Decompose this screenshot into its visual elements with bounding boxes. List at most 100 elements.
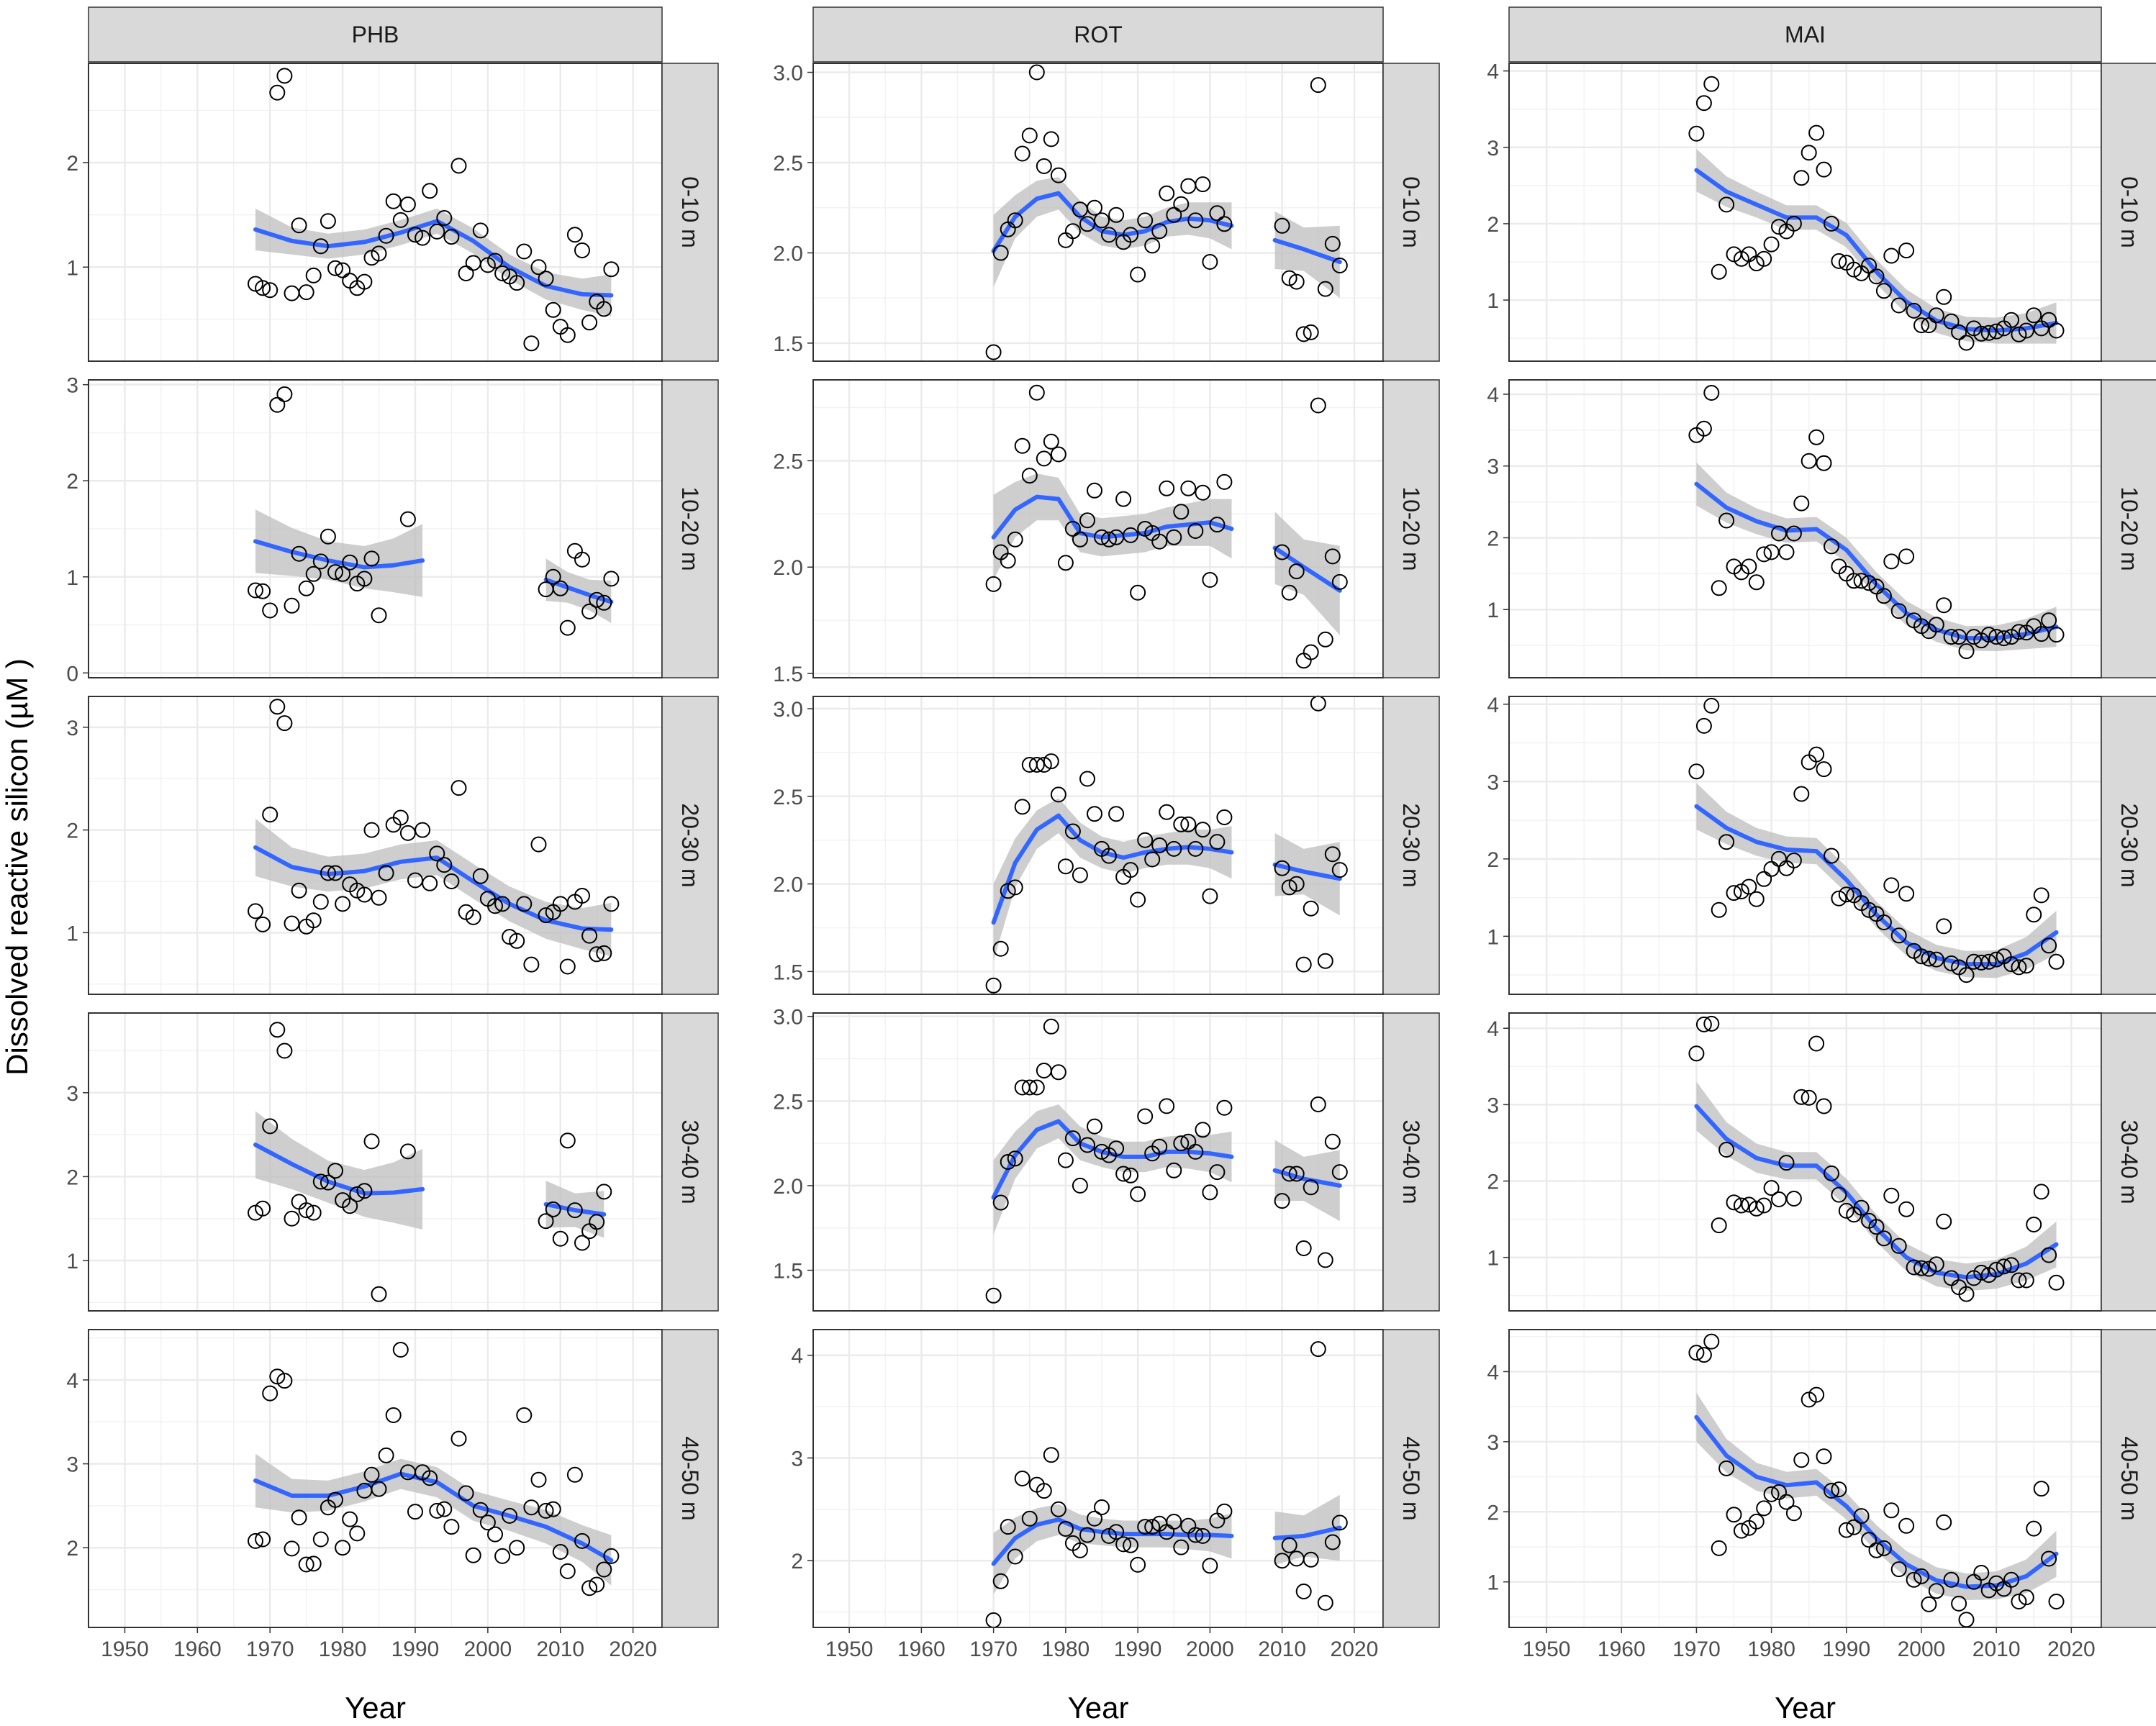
data-point [298,580,314,596]
data-point [1936,289,1952,305]
x-tick-label: 2010 [1258,1638,1306,1661]
data-point [1079,512,1095,529]
data-point [603,1548,620,1564]
data-point [1166,529,1182,545]
data-point [1853,1199,1870,1216]
panel-background [89,696,662,994]
data-point [443,229,460,245]
data-point [1209,517,1226,533]
confidence-ribbon [1274,1494,1340,1565]
data-point [1064,223,1081,240]
y-tick-label: 3 [1487,1094,1499,1117]
data-point [1144,1519,1161,1535]
data-point [342,1511,358,1527]
data-point [407,227,423,243]
data-point [1711,263,1727,280]
panel-background [813,63,1383,361]
data-point [1951,324,1967,340]
data-point [494,265,511,281]
data-point [589,1214,605,1230]
data-point [2033,887,2049,904]
data-point [1216,1503,1233,1520]
data-point [559,958,576,975]
data-point [1209,205,1226,222]
data-point [2048,627,2065,643]
data-point [1331,862,1348,878]
data-point [1310,397,1326,414]
data-point [1064,823,1081,840]
data-point [1936,1213,1952,1230]
smooth-trend-line [1272,237,1342,264]
data-point [429,845,445,862]
data-point [1816,1448,1832,1465]
data-point [1748,574,1765,591]
data-point [502,1507,518,1524]
y-tick-label: 1 [66,256,78,280]
data-point [1875,283,1892,299]
data-point [589,591,605,608]
data-point [1921,1596,1937,1612]
data-point [1824,215,1839,232]
y-tick-label: 3 [1487,771,1499,794]
data-point [1741,558,1757,575]
x-tick-label: 1980 [1747,1638,1795,1661]
x-tick-label: 1950 [1523,1638,1571,1661]
data-point [1007,1150,1023,1167]
y-tick-label: 2 [1487,1501,1499,1525]
data-point [1808,124,1825,141]
data-point [545,1501,561,1517]
row-strip [2101,1329,2156,1628]
data-point [1021,468,1038,484]
data-point [1173,196,1190,212]
data-point [472,222,489,239]
y-tick-label: 3 [66,374,78,398]
data-point [1943,1571,1960,1588]
panel-rot-10-20m: 1.5 2.0 2.5 10-20 m [773,379,1440,686]
y-tick-label: 4 [1487,1361,1499,1384]
data-point [1943,629,1960,645]
data-point [378,227,394,244]
data-point [552,1230,569,1247]
data-point [1159,1098,1175,1114]
data-point [1816,455,1832,471]
data-point [1303,1179,1319,1196]
y-tick-label: 3.0 [773,1006,803,1030]
data-point [450,1430,467,1447]
data-point [1763,236,1780,253]
data-point [538,1213,554,1230]
y-tick-label: 3.0 [773,698,803,722]
data-point [538,1502,554,1519]
confidence-ribbon [1696,1081,2057,1291]
y-tick-label: 3 [66,1453,78,1477]
data-point [1303,1551,1319,1568]
data-point [1921,1261,1937,1277]
data-point [262,1118,278,1135]
x-tick-label: 2010 [1972,1638,2021,1661]
data-point [1868,1219,1885,1235]
data-point [1793,495,1810,512]
data-point [1695,1016,1712,1032]
data-point [2033,1481,2049,1497]
data-point [1824,848,1839,864]
data-point [1688,1345,1705,1361]
data-point [1756,250,1772,267]
facet-label-mai: MAI [1785,22,1826,47]
data-point [1166,206,1182,223]
data-point [1913,317,1929,334]
row-strip-label: 40-50 m [1398,1436,1424,1520]
y-tick-label: 1 [66,1250,78,1273]
data-point [1087,482,1102,499]
y-tick-label: 3 [1487,1431,1499,1455]
data-point [1801,1089,1817,1106]
data-point [1036,158,1052,174]
data-point [1137,832,1154,848]
data-point [1936,597,1952,614]
row-strip [661,1012,719,1312]
x-tick-label: 2000 [1898,1638,1946,1661]
data-point [1288,1166,1305,1182]
data-point [399,511,416,527]
data-point [1166,1514,1182,1530]
data-point [1898,1201,1915,1217]
data-point [1890,603,1907,619]
